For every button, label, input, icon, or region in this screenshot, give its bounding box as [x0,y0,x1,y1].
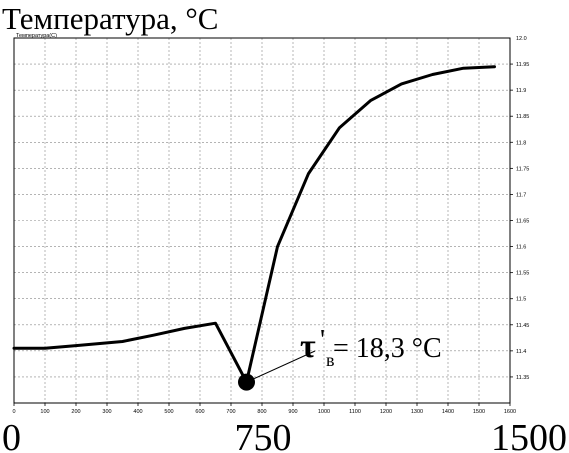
x-tick-label: 500 [164,409,173,415]
y-tick-label: 11.55 [516,271,529,277]
y-tick-label-top: 12.0 [516,36,527,42]
big-x-tick-label: 750 [235,417,292,453]
y-tick-label: 11.35 [516,375,529,381]
x-tick-label: 1300 [411,409,423,415]
y-tick-label: 11.6 [516,245,526,251]
y-tick-label: 11.7 [516,192,526,198]
x-tick-label: 1100 [349,409,361,415]
x-tick-label: 1400 [442,409,454,415]
x-tick-label: 200 [71,409,80,415]
x-tick-label: 800 [257,409,266,415]
x-tick-label: 700 [226,409,235,415]
y-tick-label: 11.75 [516,166,529,172]
annotation-prime: ' [320,325,325,356]
annotation: τ'в= 18,3 °C [238,325,442,391]
annotation-leader-line [246,350,316,383]
x-tick-label: 100 [40,409,49,415]
x-tick-label: 400 [133,409,142,415]
x-tick-label: 1500 [473,409,485,415]
axis-ticks: 0 100 200 300 400 500 600 700 800 900 1000 1100 1200… [12,36,529,415]
y-tick-label: 11.45 [516,323,529,329]
annotation-value: = 18,3 °C [333,333,442,364]
y-tick-label: 11.65 [516,219,529,225]
x-tick-label: 1200 [380,409,392,415]
x-tick-label: 1000 [318,409,330,415]
x-tick-label: 600 [195,409,204,415]
annotation-subscript: в [326,350,335,370]
x-tick-label: 0 [12,409,15,415]
minimum-point-marker [238,373,255,391]
temperature-series-line [12,65,496,384]
chart-title: Температура, °C [2,1,218,36]
y-tick-label: 11.5 [516,297,526,303]
x-tick-label: 1600 [504,409,516,415]
y-tick-label: 11.8 [516,140,526,146]
y-axis-label: Температура(C) [16,33,57,39]
y-tick-label: 11.4 [516,349,526,355]
big-x-tick-label: 0 [2,417,21,453]
y-tick-label: 11.9 [516,88,526,94]
x-tick-label: 300 [102,409,111,415]
annotation-tau-symbol: τ [300,328,316,365]
series-layer [12,65,496,384]
grid [14,38,510,403]
y-tick-label: 11.95 [516,62,529,68]
big-x-tick-label: 1500 [491,417,567,453]
big-x-ticks: 0 750 1500 [2,417,567,453]
x-tick-label: 900 [288,409,297,415]
y-tick-label: 11.85 [516,114,529,120]
